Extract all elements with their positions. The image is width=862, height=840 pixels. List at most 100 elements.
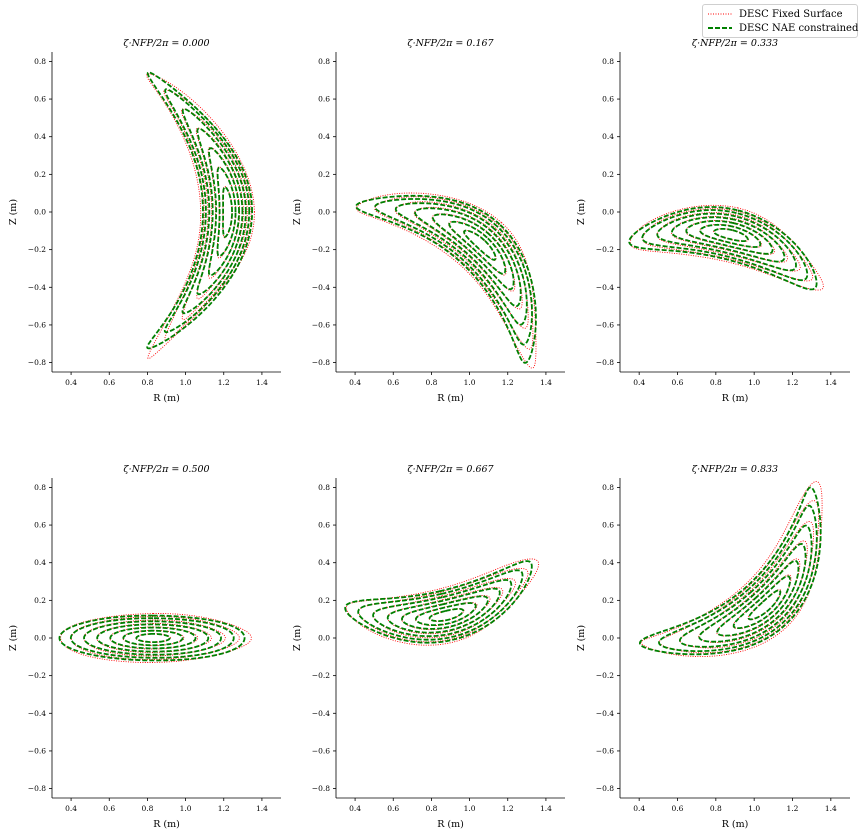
nae-surface-contour xyxy=(656,212,797,272)
fixed-surface-contour xyxy=(658,500,820,654)
y-tick-label: −0.8 xyxy=(596,358,614,367)
y-axis-label: Z (m) xyxy=(576,625,587,651)
y-tick-label: 0.0 xyxy=(318,634,330,643)
y-tick-label: −0.4 xyxy=(596,283,614,292)
y-tick-label: 0.6 xyxy=(34,95,46,104)
nae-surface-contour xyxy=(463,229,497,261)
y-tick-label: −0.6 xyxy=(596,746,614,755)
x-tick-label: 1.0 xyxy=(464,378,476,387)
nae-surface-contour xyxy=(414,207,522,308)
y-tick-label: 0.2 xyxy=(34,170,46,179)
y-tick-label: 0.4 xyxy=(34,132,46,141)
legend-red-dotted-line-icon xyxy=(708,13,732,15)
y-tick-label: 0.8 xyxy=(34,57,46,66)
y-tick-label: 0.4 xyxy=(602,558,614,567)
fixed-surface-contour xyxy=(685,220,776,255)
x-tick-label: 1.0 xyxy=(748,804,760,813)
nae-surface-contour xyxy=(374,198,533,346)
fixed-surface-contour xyxy=(358,567,529,643)
x-tick-label: 1.2 xyxy=(787,378,799,387)
fixed-surface-contour xyxy=(656,212,801,272)
y-tick-label: 0.8 xyxy=(318,57,330,66)
legend: DESC Fixed Surface DESC NAE constrained xyxy=(702,4,858,38)
nae-surface-contour xyxy=(732,575,791,629)
y-tick-label: 0.8 xyxy=(602,483,614,492)
y-tick-label: −0.6 xyxy=(312,320,330,329)
x-tick-label: 1.0 xyxy=(180,804,192,813)
subplot-title: ζ·NFP/2π = 0.500 xyxy=(123,464,209,475)
fixed-surface-contour xyxy=(83,619,226,657)
y-tick-label: −0.8 xyxy=(312,784,330,793)
nae-surface-contour xyxy=(216,166,237,257)
y-tick-label: 0.4 xyxy=(34,558,46,567)
x-axis-label: R (m) xyxy=(437,393,464,404)
y-tick-label: 0.8 xyxy=(318,483,330,492)
x-axis-label: R (m) xyxy=(437,819,464,830)
x-tick-label: 1.4 xyxy=(256,804,268,813)
y-tick-label: 0.2 xyxy=(602,170,614,179)
nae-surface-contour xyxy=(135,633,171,643)
y-tick-label: −0.2 xyxy=(596,671,614,680)
y-tick-label: 0.8 xyxy=(602,57,614,66)
y-tick-label: −0.2 xyxy=(312,671,330,680)
y-tick-label: −0.4 xyxy=(312,283,330,292)
nae-surface-contour xyxy=(181,107,247,315)
flux-surfaces xyxy=(344,558,540,646)
y-tick-label: −0.8 xyxy=(28,358,46,367)
y-tick-label: −0.6 xyxy=(596,320,614,329)
x-tick-label: 1.0 xyxy=(464,804,476,813)
nae-surface-contour xyxy=(401,595,489,630)
nae-surface-contour xyxy=(222,186,234,238)
subplot-title: ζ·NFP/2π = 0.667 xyxy=(407,464,494,475)
x-tick-label: 1.4 xyxy=(825,804,837,813)
nae-surface-contour xyxy=(432,213,515,291)
nae-surface-contour xyxy=(415,602,477,626)
nae-surface-contour xyxy=(428,608,465,622)
x-tick-label: 0.6 xyxy=(103,378,115,387)
y-tick-label: −0.8 xyxy=(596,784,614,793)
subplot-title: ζ·NFP/2π = 0.833 xyxy=(692,464,778,475)
y-tick-label: 0.6 xyxy=(318,95,330,104)
y-tick-label: 0.6 xyxy=(318,521,330,530)
flux-surfaces xyxy=(355,192,537,369)
y-tick-label: −0.4 xyxy=(28,709,46,718)
y-tick-label: −0.8 xyxy=(28,784,46,793)
nae-surface-contour xyxy=(448,220,507,275)
fixed-surface-contour xyxy=(96,623,212,653)
x-tick-label: 0.8 xyxy=(710,804,722,813)
flux-surfaces xyxy=(146,71,255,360)
subplot-3: 0.4 0.6 0.8 1.0 1.2 1.4 −0.8 −0.6 −0.4 −0.2 0.0 0.2… xyxy=(8,464,281,830)
x-axis-label: R (m) xyxy=(153,393,180,404)
y-tick-label: 0.4 xyxy=(602,132,614,141)
y-tick-label: −0.2 xyxy=(28,245,46,254)
subplot-5: 0.4 0.6 0.8 1.0 1.2 1.4 −0.8 −0.6 −0.4 −0.2 0.0 0.2… xyxy=(576,464,850,830)
y-tick-label: −0.2 xyxy=(28,671,46,680)
fixed-surface-contour xyxy=(671,216,788,263)
fixed-surface-contour xyxy=(629,204,824,291)
nae-surface-contour xyxy=(83,620,222,656)
y-tick-label: −0.6 xyxy=(312,746,330,755)
y-axis-label: Z (m) xyxy=(8,625,19,651)
y-tick-label: 0.6 xyxy=(602,521,614,530)
x-tick-label: 1.4 xyxy=(825,378,837,387)
y-tick-label: −0.2 xyxy=(596,245,614,254)
x-tick-label: 1.4 xyxy=(540,378,552,387)
x-tick-label: 0.4 xyxy=(633,804,645,813)
x-tick-label: 1.2 xyxy=(218,804,230,813)
y-axis-label: Z (m) xyxy=(292,625,303,651)
fixed-surface-contour xyxy=(640,480,823,658)
subplot-title: ζ·NFP/2π = 0.167 xyxy=(407,38,494,49)
x-tick-label: 0.8 xyxy=(425,378,437,387)
legend-label-fixed-surface: DESC Fixed Surface xyxy=(739,8,843,20)
fixed-surface-contour xyxy=(679,521,815,649)
subplot-title: ζ·NFP/2π = 0.000 xyxy=(123,38,209,49)
nae-surface-contour xyxy=(716,560,800,637)
nae-surface-contour xyxy=(394,202,528,326)
subplot-2: 0.4 0.6 0.8 1.0 1.2 1.4 −0.8 −0.6 −0.4 −0.2 0.0 0.2… xyxy=(576,38,850,404)
x-tick-label: 1.2 xyxy=(502,804,514,813)
y-tick-label: 0.2 xyxy=(602,596,614,605)
x-tick-label: 1.2 xyxy=(787,804,799,813)
y-tick-label: −0.8 xyxy=(312,358,330,367)
nae-surface-contour xyxy=(344,560,533,644)
x-tick-label: 0.6 xyxy=(672,378,684,387)
